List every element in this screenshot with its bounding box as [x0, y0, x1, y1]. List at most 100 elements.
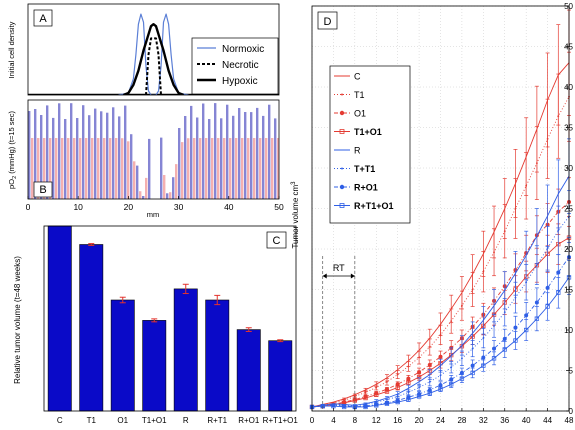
panel-c-letter: C: [273, 235, 281, 247]
panel-d-marker: [493, 325, 495, 327]
panel-b-stripe: [208, 119, 211, 199]
panel-d-marker: [450, 320, 453, 322]
panel-b-stripe: [256, 107, 259, 199]
panel-d-marker: [427, 391, 432, 396]
panel-b-stripe: [202, 103, 205, 199]
panel-d-ytick-label: 25: [564, 205, 573, 214]
panel-a-series-normoxic: [118, 13, 189, 95]
panel-d-marker: [427, 362, 432, 367]
panel-b-stripe: [214, 103, 217, 199]
panel-d-marker: [525, 184, 528, 187]
panel-b-stripe: [64, 119, 67, 199]
panel-b-stripe: [265, 138, 268, 199]
panel-a-legend: [191, 37, 279, 95]
panel-b-stripe: [271, 138, 274, 199]
panel-d-legend-marker: [341, 93, 343, 96]
panel-d-marker: [374, 403, 379, 408]
panel-b-xlabel: mm: [147, 210, 160, 219]
panel-d-marker: [471, 288, 474, 291]
panel-d-ytick-label: 35: [564, 124, 573, 133]
panel-b-stripe: [142, 196, 145, 199]
panel-d-ytick-label: 30: [564, 164, 573, 173]
panel-d-xtick-label: 28: [457, 416, 466, 425]
panel-b-stripe: [253, 138, 256, 199]
panel-d-rt-label: RT: [333, 263, 345, 273]
panel-b-stripe: [226, 104, 229, 199]
panel-d-marker: [461, 304, 463, 307]
panel-d-marker: [331, 403, 336, 409]
panel-d-legend: [329, 65, 411, 224]
panel-d-marker: [341, 404, 347, 410]
panel-d-ytick-label: 0: [569, 407, 574, 416]
panel-d-marker: [524, 327, 529, 333]
panel-d-legend-label: T+T1: [354, 164, 375, 174]
panel-d-marker: [449, 377, 454, 382]
panel-d-xtick-label: 24: [436, 416, 445, 425]
panel-c-bar: [205, 299, 230, 412]
panel-d-marker: [407, 365, 410, 368]
panel-b-xtick-label: 50: [274, 202, 284, 212]
panel-d-legend-marker: [339, 129, 345, 134]
panel-b-stripe: [91, 138, 94, 199]
panel-d-rt-arrowhead: [322, 273, 327, 279]
panel-d-marker: [363, 395, 368, 401]
panel-c-bar: [236, 329, 261, 412]
panel-b-stripe: [163, 175, 166, 199]
panel-b-stripe: [85, 138, 88, 199]
panel-b-stripe: [70, 103, 73, 199]
panel-d-marker: [439, 374, 442, 377]
panel-b-stripe: [34, 109, 37, 199]
panel-b-stripe: [97, 138, 100, 199]
panel-d-marker: [461, 357, 463, 360]
panel-c-ylabel: Relative tumor volume (t=48 weeks): [13, 256, 22, 384]
panel-a-series-hypoxic: [122, 23, 185, 95]
panel-b-stripe: [103, 138, 106, 199]
panel-d-legend-label: O1: [354, 109, 366, 119]
panel-b-stripe: [40, 115, 43, 199]
panel-d-marker: [482, 337, 485, 339]
panel-b-stripe: [238, 108, 241, 199]
panel-a-ylabel: Initial cell density: [7, 21, 16, 78]
panel-a-legend-label: Necrotic: [222, 60, 259, 71]
panel-d-legend-marker: [339, 203, 345, 208]
panel-d-xtick-label: 48: [565, 416, 574, 425]
panel-b-stripe: [247, 138, 250, 199]
panel-b-stripe: [52, 117, 55, 199]
panel-d-ytick-label: 15: [564, 286, 573, 295]
panel-d-marker: [375, 401, 378, 403]
panel-b-stripe: [160, 137, 163, 199]
panel-b-xtick-label: 0: [26, 202, 31, 212]
panel-b-stripe: [127, 141, 130, 199]
panel-d-marker: [534, 316, 540, 321]
panel-d-legend-label: R: [354, 146, 361, 156]
panel-d-marker: [374, 392, 379, 397]
panel-b-stripe: [193, 138, 196, 199]
panel-d-marker: [556, 270, 561, 275]
panel-d-marker: [491, 356, 497, 361]
panel-b-stripe: [37, 138, 40, 199]
panel-b-stripe: [106, 112, 109, 199]
panel-b-stripe: [169, 192, 172, 199]
panel-b-stripe: [232, 115, 235, 199]
panel-b-stripe: [136, 165, 139, 199]
panel-d-marker: [342, 404, 347, 409]
panel-b-stripe: [109, 138, 112, 199]
panel-c-xtick-label: R+O1: [238, 416, 260, 425]
panel-d-marker: [396, 373, 399, 376]
panel-d-ytick-label: 45: [564, 43, 573, 52]
panel-b-stripe: [235, 138, 238, 199]
panel-d-xtick-label: 0: [310, 416, 315, 425]
panel-c-bar: [110, 299, 135, 412]
panel-d-marker: [557, 115, 560, 118]
panel-b-xtick-label: 30: [174, 202, 184, 212]
panel-c-xtick-label: O1: [117, 416, 128, 425]
panel-d-marker: [439, 333, 442, 336]
panel-d-xtick-label: 36: [500, 416, 509, 425]
panel-b-stripe: [196, 117, 199, 199]
panel-b: B pO2 (mmHg) (t=15 sec) mm 0 10 20 30 40 50: [7, 99, 284, 219]
panel-b-stripe: [121, 138, 124, 199]
panel-d-marker: [535, 162, 538, 165]
panel-d-marker: [428, 380, 431, 383]
panel-b-stripe: [115, 138, 118, 199]
panel-d-marker: [503, 230, 506, 233]
